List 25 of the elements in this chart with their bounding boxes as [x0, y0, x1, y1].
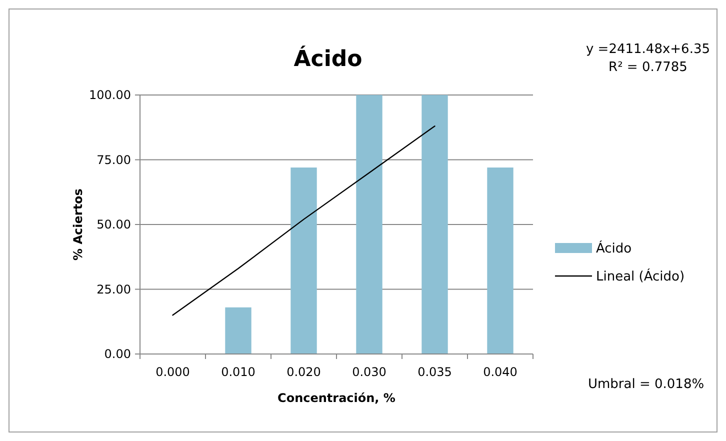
- bar: [356, 95, 382, 354]
- chart-title: Ácido: [294, 45, 362, 72]
- bar: [225, 307, 252, 354]
- y-axis-title: % Aciertos: [71, 188, 85, 260]
- y-tick-label: 50.00: [96, 218, 131, 232]
- x-tick-label: 0.000: [156, 365, 190, 379]
- x-axis-title: Concentración, %: [278, 391, 396, 405]
- text: R² = 0.7785: [608, 60, 688, 75]
- legend-label: Ácido: [596, 240, 632, 257]
- y-tick-label: 75.00: [96, 152, 131, 167]
- y-tick-label: 0.00: [104, 347, 131, 362]
- x-tick-label: 0.020: [286, 365, 321, 379]
- x-tick-label: 0.040: [483, 365, 518, 379]
- x-tick-label: 0.035: [418, 365, 452, 379]
- x-tick-label: 0.030: [352, 365, 386, 379]
- bar: [290, 168, 317, 354]
- bar: [487, 168, 514, 354]
- line-series: [172, 125, 436, 316]
- y-tick-label: 100.00: [89, 88, 131, 102]
- text: y =2411.48x+6.35: [586, 42, 710, 57]
- text: Umbral = 0.018%: [588, 377, 704, 392]
- bar: [422, 95, 448, 354]
- legend-label: Lineal (Ácido): [596, 268, 685, 285]
- y-tick-label: 25.00: [96, 282, 131, 296]
- x-tick-label: 0.010: [221, 365, 256, 379]
